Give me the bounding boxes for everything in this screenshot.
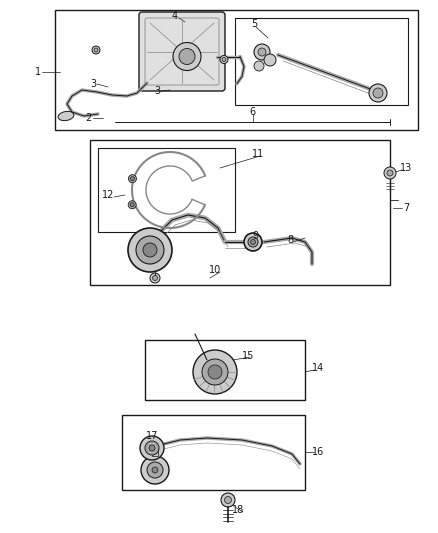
Circle shape (173, 43, 201, 70)
Text: 15: 15 (242, 351, 254, 361)
Ellipse shape (58, 111, 74, 120)
Circle shape (140, 436, 164, 460)
Text: 11: 11 (252, 149, 264, 159)
Text: 7: 7 (403, 203, 409, 213)
Circle shape (94, 48, 98, 52)
Bar (152, 450, 158, 456)
Text: 12: 12 (102, 190, 114, 200)
Circle shape (147, 462, 163, 478)
Bar (235, 18, 408, 105)
Circle shape (384, 167, 396, 179)
Bar (145, 340, 305, 400)
Circle shape (222, 58, 226, 61)
Circle shape (128, 201, 136, 209)
Circle shape (128, 228, 172, 272)
Circle shape (136, 236, 164, 264)
Circle shape (373, 88, 383, 98)
Circle shape (145, 441, 159, 455)
Text: 13: 13 (400, 163, 412, 173)
Circle shape (225, 497, 232, 504)
Circle shape (251, 239, 255, 245)
Text: 2: 2 (85, 113, 91, 123)
Text: 8: 8 (287, 235, 293, 245)
Bar (122, 415, 305, 490)
Text: 9: 9 (252, 231, 258, 241)
Circle shape (254, 61, 264, 71)
FancyBboxPatch shape (145, 18, 219, 85)
FancyBboxPatch shape (139, 12, 225, 91)
Circle shape (128, 175, 136, 183)
Text: 5: 5 (251, 19, 257, 29)
Circle shape (258, 48, 266, 56)
Circle shape (143, 243, 157, 257)
Text: 6: 6 (249, 107, 255, 117)
Circle shape (202, 359, 228, 385)
Text: 3: 3 (90, 79, 96, 89)
Circle shape (387, 170, 393, 176)
Circle shape (244, 233, 262, 251)
Text: 17: 17 (146, 431, 158, 441)
Circle shape (131, 176, 134, 181)
Circle shape (130, 203, 134, 207)
Circle shape (220, 55, 228, 63)
Circle shape (254, 44, 270, 60)
Text: 1: 1 (35, 67, 41, 77)
Circle shape (248, 237, 258, 247)
Circle shape (92, 46, 100, 54)
Circle shape (152, 467, 158, 473)
Text: 14: 14 (312, 363, 324, 373)
Circle shape (179, 49, 195, 64)
Bar (98, 148, 235, 232)
Circle shape (208, 365, 222, 379)
Circle shape (221, 493, 235, 507)
Bar (55, 10, 418, 130)
Text: 3: 3 (154, 86, 160, 96)
Circle shape (369, 84, 387, 102)
Circle shape (152, 276, 158, 280)
Text: 16: 16 (312, 447, 324, 457)
Bar (90, 140, 390, 285)
Text: 10: 10 (209, 265, 221, 275)
Text: 18: 18 (232, 505, 244, 515)
Circle shape (150, 273, 160, 283)
Circle shape (193, 350, 237, 394)
Circle shape (149, 445, 155, 451)
Circle shape (264, 54, 276, 66)
Circle shape (141, 456, 169, 484)
Text: 4: 4 (172, 11, 178, 21)
